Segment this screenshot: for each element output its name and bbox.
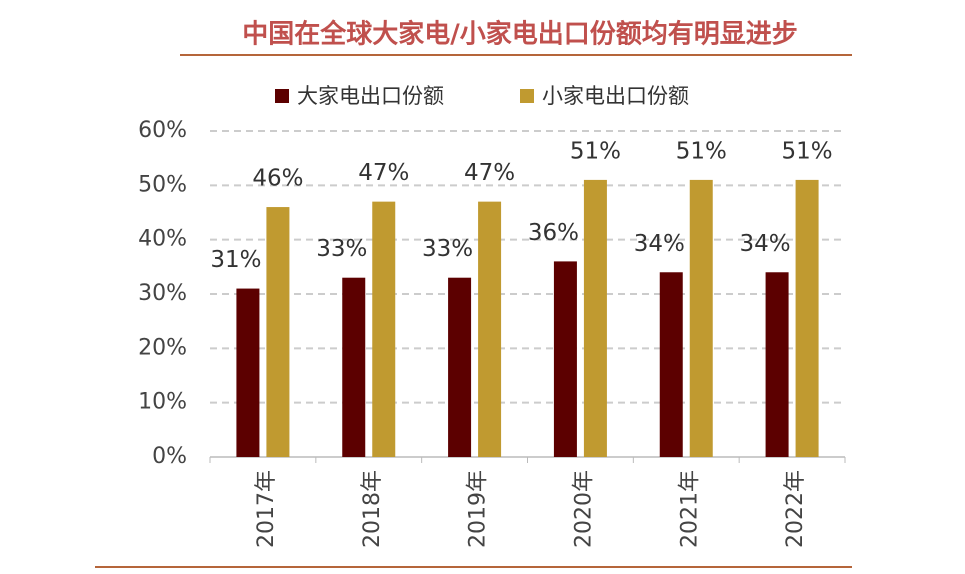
y-tick-label: 40%: [138, 227, 187, 252]
x-tick-label: 2019年: [466, 470, 491, 548]
value-label: 31%: [210, 247, 261, 273]
bar: [553, 261, 577, 457]
value-label: 47%: [358, 160, 409, 186]
bar: [659, 272, 683, 457]
bar: [266, 207, 290, 457]
bar: [478, 201, 502, 457]
x-tick-label: 2020年: [571, 470, 596, 548]
legend-swatch: [520, 89, 534, 103]
y-tick-label: 30%: [138, 281, 187, 306]
value-label: 46%: [252, 166, 303, 192]
y-tick-label: 0%: [152, 444, 187, 469]
value-label: 33%: [422, 236, 473, 262]
legend-label: 小家电出口份额: [542, 84, 689, 108]
y-tick-label: 60%: [138, 118, 187, 143]
chart-title: 中国在全球大家电/小家电出口份额均有明显进步: [242, 19, 798, 50]
value-label: 34%: [634, 231, 685, 257]
value-label: 51%: [676, 138, 727, 164]
x-tick-label: 2018年: [360, 470, 385, 548]
legend-swatch: [275, 89, 289, 103]
x-tick-label: 2021年: [677, 470, 702, 548]
value-label: 51%: [570, 138, 621, 164]
y-tick-label: 10%: [138, 390, 187, 415]
bar: [765, 272, 789, 457]
value-label: 47%: [464, 160, 515, 186]
bar: [372, 201, 396, 457]
value-label: 36%: [528, 220, 579, 246]
y-tick-label: 50%: [138, 172, 187, 197]
bar: [236, 288, 260, 457]
bar: [583, 179, 607, 457]
x-tick-label: 2022年: [783, 470, 808, 548]
x-tick-label: 2017年: [254, 470, 279, 548]
y-tick-label: 20%: [138, 335, 187, 360]
bar: [689, 179, 713, 457]
legend-label: 大家电出口份额: [297, 84, 444, 108]
bar: [448, 277, 472, 457]
bar: [795, 179, 819, 457]
value-label: 51%: [782, 138, 833, 164]
bar: [342, 277, 366, 457]
value-label: 33%: [316, 236, 367, 262]
value-label: 34%: [740, 231, 791, 257]
